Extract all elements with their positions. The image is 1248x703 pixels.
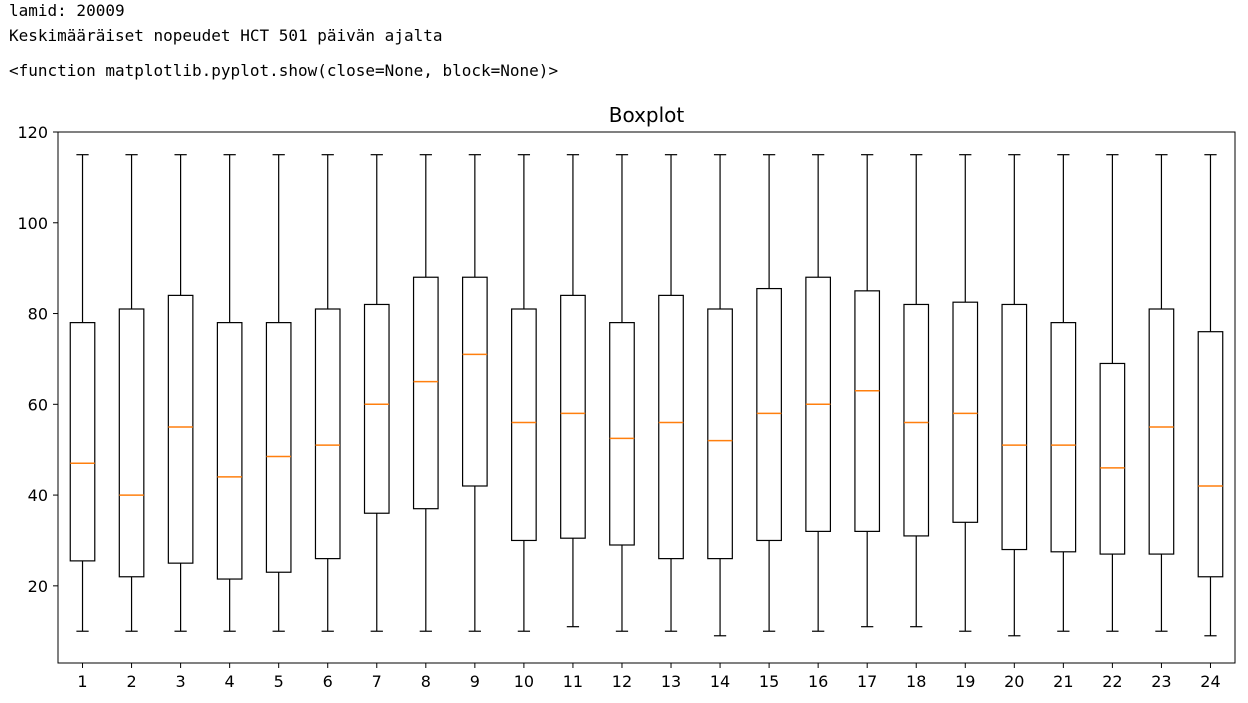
x-tick-label: 4 [225, 672, 235, 691]
box-10 [511, 154, 537, 632]
x-axis: 1 2 3 4 5 6 7 8 9 10 11 12 13 14 15 16 17 18 19 20 21 22 23 24 [77, 663, 1221, 691]
iqr-box [1148, 308, 1175, 555]
output-line-lamid: lamid: 20009 [9, 1, 125, 20]
iqr-box [412, 276, 439, 510]
output-line-description: Keskimääräiset nopeudet HCT 501 päivän a… [9, 26, 443, 45]
y-tick-label: 100 [17, 214, 48, 233]
iqr-box [658, 294, 684, 560]
box-23 [1148, 154, 1175, 632]
iqr-box [1050, 322, 1077, 553]
x-tick-label: 20 [1004, 672, 1024, 691]
box-16 [805, 154, 832, 632]
plot-area [69, 154, 1224, 637]
y-tick-label: 60 [28, 395, 48, 414]
y-tick-label: 20 [28, 577, 48, 596]
x-tick-label: 18 [906, 672, 926, 691]
x-tick-label: 7 [372, 672, 382, 691]
x-tick-label: 14 [710, 672, 730, 691]
x-tick-label: 24 [1200, 672, 1220, 691]
box-14 [707, 154, 733, 637]
x-tick-label: 13 [661, 672, 681, 691]
axes-frame [57, 131, 1236, 664]
box-3 [167, 154, 194, 632]
x-tick-label: 8 [421, 672, 431, 691]
box-1 [69, 154, 96, 632]
iqr-box [511, 308, 537, 542]
iqr-box [609, 322, 635, 546]
box-22 [1099, 154, 1126, 632]
box-18 [903, 154, 930, 628]
iqr-box [707, 308, 733, 560]
x-tick-label: 5 [274, 672, 284, 691]
iqr-box [363, 303, 390, 514]
x-tick-label: 22 [1102, 672, 1122, 691]
iqr-box [167, 294, 194, 564]
box-2 [118, 154, 145, 632]
iqr-box [952, 301, 979, 523]
box-17 [854, 154, 881, 628]
iqr-box [216, 322, 243, 580]
box-19 [952, 154, 979, 632]
box-21 [1050, 154, 1077, 632]
x-tick-label: 2 [126, 672, 136, 691]
box-15 [756, 154, 782, 632]
y-tick-label: 40 [28, 486, 48, 505]
x-tick-label: 23 [1151, 672, 1171, 691]
x-tick-label: 3 [176, 672, 186, 691]
y-tick-label: 80 [28, 305, 48, 324]
iqr-box [314, 308, 341, 560]
output-line-function-repr: <function matplotlib.pyplot.show(close=N… [9, 61, 559, 80]
x-tick-label: 1 [77, 672, 87, 691]
x-tick-label: 9 [470, 672, 480, 691]
x-tick-label: 21 [1053, 672, 1073, 691]
box-8 [412, 154, 439, 632]
box-7 [363, 154, 390, 632]
iqr-box [903, 303, 930, 537]
box-6 [314, 154, 341, 632]
x-tick-label: 15 [759, 672, 779, 691]
iqr-box [265, 322, 292, 573]
iqr-box [69, 322, 96, 562]
box-24 [1197, 154, 1224, 637]
chart-title: Boxplot [609, 103, 685, 127]
iqr-box [756, 287, 782, 542]
x-tick-label: 17 [857, 672, 877, 691]
x-tick-label: 11 [563, 672, 583, 691]
box-5 [265, 154, 292, 632]
x-tick-label: 19 [955, 672, 975, 691]
box-12 [609, 154, 635, 632]
iqr-box [1197, 331, 1224, 578]
iqr-box [118, 308, 145, 578]
iqr-box [1001, 303, 1028, 551]
box-4 [216, 154, 243, 632]
iqr-box [1099, 362, 1126, 555]
iqr-box [560, 294, 586, 539]
iqr-box [854, 290, 881, 532]
x-tick-label: 10 [514, 672, 534, 691]
iqr-box [461, 276, 488, 487]
y-axis: 20 40 60 80 100 120 [17, 123, 58, 596]
box-11 [560, 154, 586, 628]
x-tick-label: 16 [808, 672, 828, 691]
box-9 [461, 154, 488, 632]
x-tick-label: 6 [323, 672, 333, 691]
box-20 [1001, 154, 1028, 637]
x-tick-label: 12 [612, 672, 632, 691]
box-13 [658, 154, 684, 632]
y-tick-label: 120 [17, 123, 48, 142]
